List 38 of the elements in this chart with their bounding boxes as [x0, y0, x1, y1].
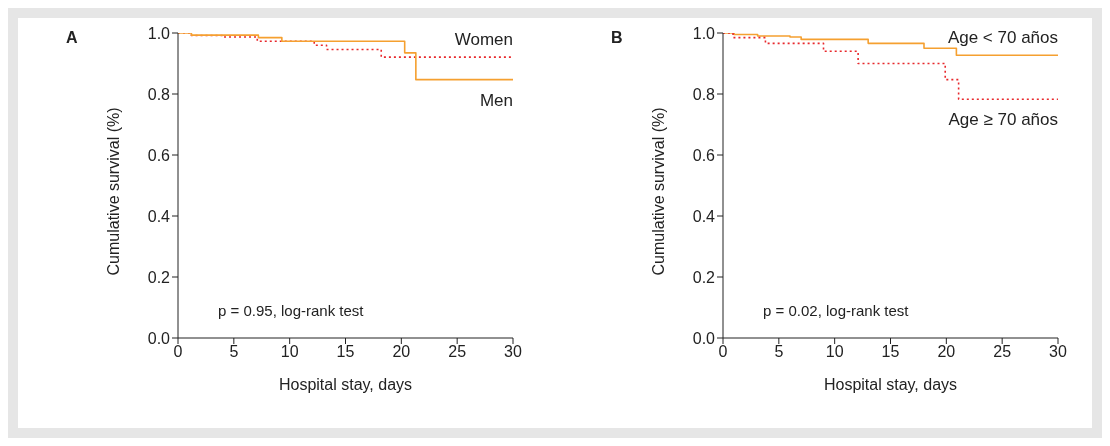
y-tick-label: 0.2: [147, 268, 171, 286]
x-tick-label: 25: [993, 343, 1012, 361]
y-tick-label: 0.0: [692, 329, 716, 347]
x-tick-label: 0: [173, 343, 183, 361]
y-tick-label: 0.0: [147, 329, 171, 347]
series-label: Men: [479, 90, 513, 110]
x-tick-label: 25: [448, 343, 467, 361]
chart-title: B: [611, 29, 623, 46]
series-label: Women: [454, 30, 513, 50]
y-tick-label: 0.4: [147, 207, 171, 225]
x-axis-title: Hospital stay, days: [823, 376, 958, 393]
chart-title: A: [66, 29, 78, 46]
y-tick-label: 0.8: [147, 85, 171, 103]
annotation: p = 0.02, log-rank test: [763, 302, 910, 319]
y-tick-label: 0.6: [692, 146, 716, 164]
x-tick-label: 10: [825, 343, 844, 361]
y-tick-label: 1.0: [147, 24, 171, 42]
x-tick-label: 5: [774, 343, 784, 361]
y-tick-label: 1.0: [692, 24, 716, 42]
x-tick-label: 0: [718, 343, 728, 361]
y-tick-label: 0.6: [147, 146, 171, 164]
y-tick-label: 0.2: [692, 268, 716, 286]
x-tick-label: 30: [1049, 343, 1067, 361]
x-tick-label: 5: [229, 343, 239, 361]
y-axis-title: Cumulative survival (%): [649, 107, 667, 276]
x-tick-label: 15: [336, 343, 355, 361]
y-axis-title: Cumulative survival (%): [104, 107, 122, 276]
annotation: p = 0.95, log-rank test: [218, 302, 365, 319]
y-tick-label: 0.4: [692, 207, 716, 225]
x-tick-label: 30: [504, 343, 522, 361]
x-tick-label: 15: [881, 343, 900, 361]
x-tick-label: 20: [392, 343, 411, 361]
x-axis-title: Hospital stay, days: [278, 376, 413, 393]
x-tick-label: 10: [280, 343, 299, 361]
series-label: Age < 70 años: [947, 28, 1058, 48]
series-label: Age ≥ 70 años: [948, 110, 1058, 130]
y-tick-label: 0.8: [692, 85, 716, 103]
x-tick-label: 20: [937, 343, 956, 361]
